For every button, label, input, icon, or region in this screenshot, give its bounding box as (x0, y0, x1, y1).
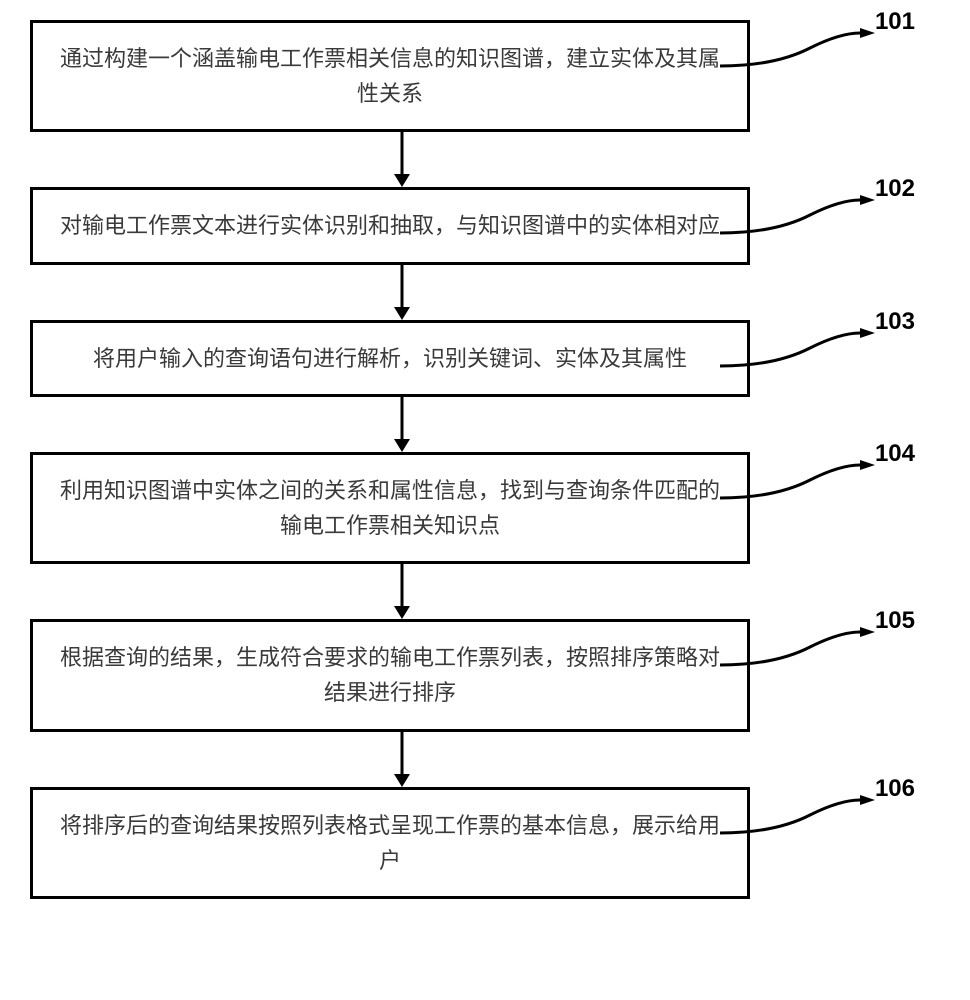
step-text: 对输电工作票文本进行实体识别和抽取，与知识图谱中的实体相对应 (60, 213, 720, 238)
down-arrow-1 (390, 132, 414, 187)
label-connector-106 (720, 795, 875, 835)
step-text: 将排序后的查询结果按照列表格式呈现工作票的基本信息，展示给用户 (60, 813, 720, 873)
step-label-101: 101 (875, 8, 915, 36)
step-box-102: 对输电工作票文本进行实体识别和抽取，与知识图谱中的实体相对应 (30, 187, 750, 264)
label-connector-105 (720, 627, 875, 667)
down-arrow-3 (390, 397, 414, 452)
label-connector-101 (720, 28, 875, 68)
label-connector-103 (720, 328, 875, 368)
step-label-102: 102 (875, 175, 915, 203)
step-box-106: 将排序后的查询结果按照列表格式呈现工作票的基本信息，展示给用户 (30, 787, 750, 899)
step-text: 利用知识图谱中实体之间的关系和属性信息，找到与查询条件匹配的输电工作票相关知识点 (60, 478, 720, 538)
step-row-104: 利用知识图谱中实体之间的关系和属性信息，找到与查询条件匹配的输电工作票相关知识点… (30, 452, 940, 564)
label-connector-102 (720, 195, 875, 235)
step-label-103: 103 (875, 308, 915, 336)
step-row-106: 将排序后的查询结果按照列表格式呈现工作票的基本信息，展示给用户 106 (30, 787, 940, 899)
step-text: 根据查询的结果，生成符合要求的输电工作票列表，按照排序策略对结果进行排序 (60, 645, 720, 705)
step-text: 将用户输入的查询语句进行解析，识别关键词、实体及其属性 (93, 346, 687, 371)
step-box-103: 将用户输入的查询语句进行解析，识别关键词、实体及其属性 (30, 320, 750, 397)
step-label-106: 106 (875, 775, 915, 803)
step-row-102: 对输电工作票文本进行实体识别和抽取，与知识图谱中的实体相对应 102 (30, 187, 940, 264)
step-box-105: 根据查询的结果，生成符合要求的输电工作票列表，按照排序策略对结果进行排序 (30, 619, 750, 731)
down-arrow-5 (390, 732, 414, 787)
step-label-105: 105 (875, 607, 915, 635)
step-box-104: 利用知识图谱中实体之间的关系和属性信息，找到与查询条件匹配的输电工作票相关知识点 (30, 452, 750, 564)
down-arrow-2 (390, 265, 414, 320)
flowchart-container: 通过构建一个涵盖输电工作票相关信息的知识图谱，建立实体及其属性关系 101 对输… (30, 20, 940, 899)
step-row-103: 将用户输入的查询语句进行解析，识别关键词、实体及其属性 103 (30, 320, 940, 397)
down-arrow-4 (390, 564, 414, 619)
step-box-101: 通过构建一个涵盖输电工作票相关信息的知识图谱，建立实体及其属性关系 (30, 20, 750, 132)
step-label-104: 104 (875, 440, 915, 468)
step-text: 通过构建一个涵盖输电工作票相关信息的知识图谱，建立实体及其属性关系 (60, 46, 720, 106)
step-row-101: 通过构建一个涵盖输电工作票相关信息的知识图谱，建立实体及其属性关系 101 (30, 20, 940, 132)
step-row-105: 根据查询的结果，生成符合要求的输电工作票列表，按照排序策略对结果进行排序 105 (30, 619, 940, 731)
label-connector-104 (720, 460, 875, 500)
